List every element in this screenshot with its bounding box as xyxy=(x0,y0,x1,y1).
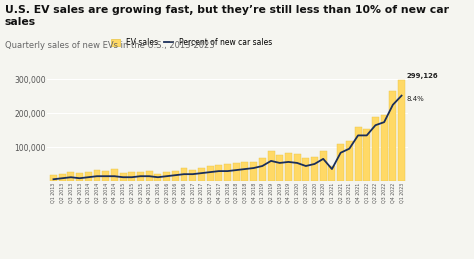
Bar xyxy=(198,168,205,181)
Bar xyxy=(224,164,231,181)
Bar xyxy=(389,91,396,181)
Bar xyxy=(76,173,83,181)
Bar xyxy=(381,115,388,181)
Bar xyxy=(215,165,222,181)
Bar xyxy=(320,151,327,181)
Bar xyxy=(50,175,57,181)
Bar xyxy=(67,172,74,181)
Bar xyxy=(311,157,318,181)
Bar xyxy=(85,172,92,181)
Bar xyxy=(172,171,179,181)
Bar xyxy=(102,171,109,181)
Bar xyxy=(372,117,379,181)
Bar xyxy=(285,153,292,181)
Bar xyxy=(59,174,66,181)
Bar xyxy=(146,171,153,181)
Bar xyxy=(241,162,248,181)
Bar xyxy=(276,155,283,181)
Bar xyxy=(119,173,127,181)
Text: 8.4%: 8.4% xyxy=(407,96,425,102)
Bar xyxy=(398,80,405,181)
Bar xyxy=(363,129,370,181)
Text: U.S. EV sales are growing fast, but they’re still less than 10% of new car sales: U.S. EV sales are growing fast, but they… xyxy=(5,5,449,27)
Bar xyxy=(93,170,100,181)
Bar xyxy=(155,174,161,181)
Bar xyxy=(163,172,170,181)
Bar xyxy=(128,172,135,181)
Bar xyxy=(294,154,301,181)
Legend: EV sales, Percent of new car sales: EV sales, Percent of new car sales xyxy=(110,38,273,47)
Bar xyxy=(328,166,336,181)
Bar xyxy=(189,170,196,181)
Bar xyxy=(337,144,344,181)
Bar xyxy=(346,140,353,181)
Bar xyxy=(302,158,310,181)
Bar xyxy=(250,162,257,181)
Bar xyxy=(111,169,118,181)
Bar xyxy=(207,166,214,181)
Bar xyxy=(355,127,362,181)
Bar xyxy=(267,151,274,181)
Bar xyxy=(181,168,188,181)
Text: Quarterly sales of new EVs in the U.S., 2013-2023: Quarterly sales of new EVs in the U.S., … xyxy=(5,41,214,51)
Bar xyxy=(259,158,266,181)
Text: 299,126: 299,126 xyxy=(407,73,438,79)
Bar xyxy=(233,163,240,181)
Bar xyxy=(137,172,144,181)
